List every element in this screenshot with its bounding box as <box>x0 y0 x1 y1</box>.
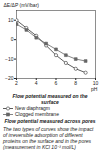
html-text:Clogged membrane: Clogged membrane <box>15 111 59 117</box>
html-text:Flow potential measured on the: Flow potential measured on the surface <box>12 93 88 105</box>
svg-text:−20: −20 <box>5 75 14 81</box>
svg-text:8: 8 <box>74 80 77 86</box>
svg-text:10: 10 <box>8 17 14 23</box>
svg-text:2: 2 <box>15 80 18 86</box>
svg-text:10: 10 <box>92 80 99 87</box>
html-text:New diaphragm: New diaphragm <box>15 105 50 111</box>
svg-text:6: 6 <box>55 80 58 86</box>
svg-text:ΔE/ΔP (mV/bar): ΔE/ΔP (mV/bar) <box>4 2 40 8</box>
svg-text:0: 0 <box>11 36 14 42</box>
svg-text:4: 4 <box>35 80 38 86</box>
svg-text:−10: −10 <box>5 56 14 62</box>
svg-text:pH: pH <box>91 86 98 92</box>
html-text:Flow potential measured across: Flow potential measured across pores <box>4 118 96 124</box>
html-text:The two types of curves show t: The two types of curves show the impact … <box>3 126 94 150</box>
